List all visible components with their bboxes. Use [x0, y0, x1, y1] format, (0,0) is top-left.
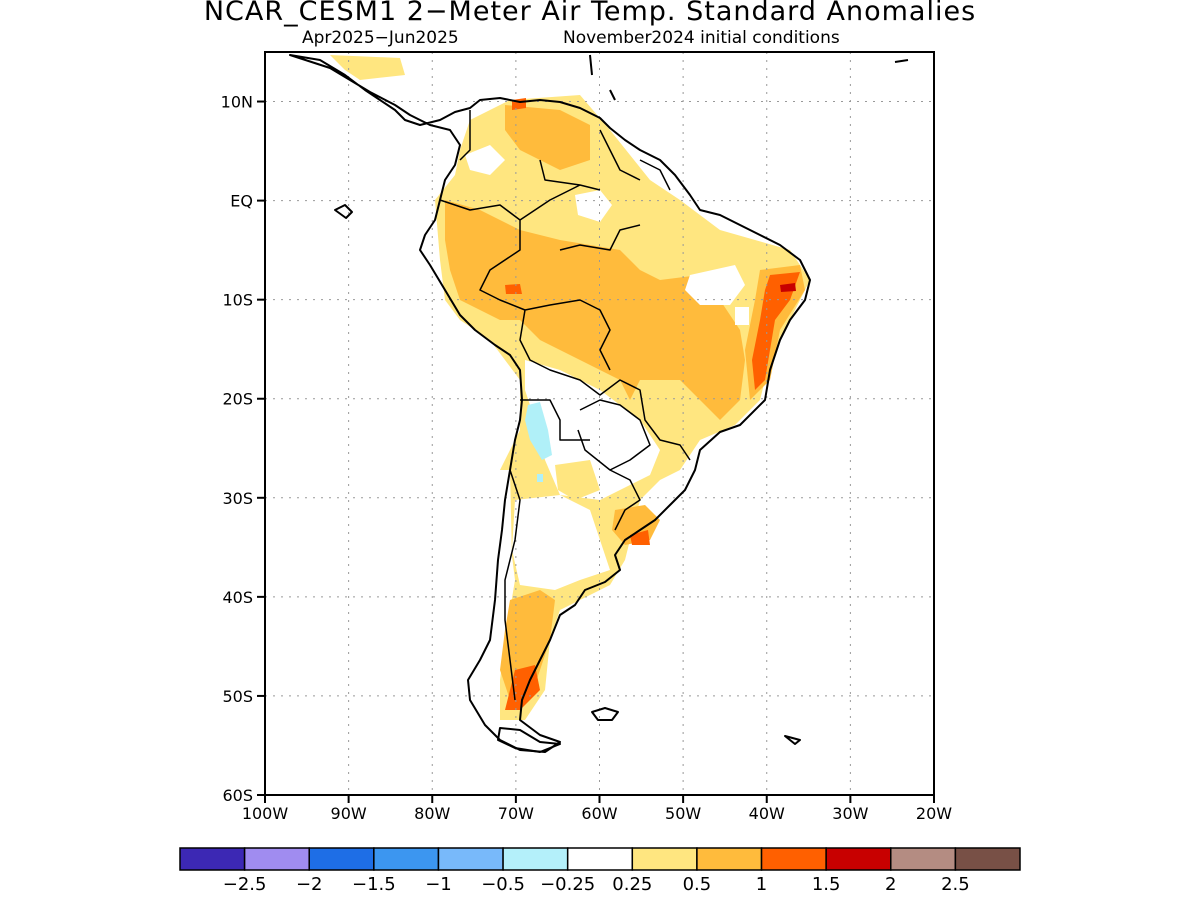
- colorbar-swatch: [373, 847, 440, 871]
- colorbar-label: 2: [885, 874, 896, 895]
- anomaly-region-redorange-peru: [505, 284, 522, 294]
- lat-tick-label: 30S: [222, 489, 253, 508]
- colorbar-label: −1: [425, 874, 452, 895]
- lat-tick-label: 20S: [222, 390, 253, 409]
- colorbar-swatch: [954, 847, 1021, 871]
- lat-tick-label: 50S: [222, 687, 253, 706]
- south-georgia-island: [784, 735, 801, 745]
- lat-tick-label: EQ: [230, 192, 253, 211]
- initial-conditions: November2024 initial conditions: [563, 28, 840, 48]
- colorbar-swatch: [243, 847, 310, 871]
- colorbar-label: 1.5: [812, 874, 841, 895]
- lon-tick-label: 20W: [916, 804, 952, 823]
- colorbar-label: 0.25: [612, 874, 652, 895]
- colorbar-label: 0.5: [683, 874, 712, 895]
- lon-tick-label: 90W: [331, 804, 367, 823]
- colorbar-swatch: [502, 847, 569, 871]
- falkland-islands: [591, 707, 619, 721]
- colorbar-swatch: [308, 847, 375, 871]
- neutral-region-brazil-east: [685, 265, 745, 305]
- chart-title: NCAR_CESM1 2−Meter Air Temp. Standard An…: [203, 0, 977, 27]
- colorbar-swatch: [760, 847, 827, 871]
- lon-tick-label: 70W: [498, 804, 534, 823]
- colorbar-swatch: [696, 847, 763, 871]
- colorbar-label: −0.25: [540, 874, 595, 895]
- colorbar-label: −1.5: [352, 874, 396, 895]
- colorbar-label: 2.5: [941, 874, 970, 895]
- colorbar: −2.5 −2 −1.5 −1 −0.5 −0.25 0.25 0.5 1 1.5 2 2.5: [179, 847, 1021, 895]
- colorbar-swatch: [825, 847, 892, 871]
- neutral-region-guianas: [575, 190, 612, 222]
- anomaly-region-darkred: [780, 283, 796, 292]
- anomaly-region-orange-north: [505, 105, 590, 170]
- colorbar-swatch: [179, 847, 246, 871]
- neutral-region-colombia: [465, 145, 505, 175]
- anomaly-region-redorange-east: [752, 272, 800, 390]
- lat-tick-label: 10S: [222, 291, 253, 310]
- neutral-region-brazil-box: [735, 307, 749, 325]
- latitude-axis: 10N EQ 10S 20S 30S 40S 50S 60S: [221, 93, 265, 805]
- forecast-period: Apr2025−Jun2025: [302, 28, 459, 48]
- longitude-axis: 100W 90W 80W 70W 60W 50W 40W 30W 20W: [242, 795, 952, 823]
- lat-tick-label: 40S: [222, 588, 253, 607]
- tierra-del-fuego: [497, 727, 561, 753]
- anomaly-region-orange-south: [500, 590, 555, 700]
- colorbar-swatch: [890, 847, 957, 871]
- colorbar-label: 1: [756, 874, 767, 895]
- lat-tick-label: 10N: [221, 93, 253, 112]
- anomaly-region-redorange-venezuela: [512, 98, 526, 110]
- lon-tick-label: 40W: [749, 804, 785, 823]
- coastlines: [289, 54, 909, 753]
- anomaly-region-light-north: [330, 55, 405, 80]
- anomaly-region-negative-small: [537, 474, 543, 482]
- caribbean-islands: [589, 54, 909, 101]
- colorbar-label: −2: [296, 874, 323, 895]
- colorbar-swatch: [566, 847, 634, 871]
- colorbar-label: −0.5: [481, 874, 525, 895]
- neutral-region-argentina: [512, 495, 610, 590]
- anomaly-region-negative: [525, 402, 552, 460]
- lon-tick-label: 100W: [242, 804, 289, 823]
- colorbar-label: −2.5: [223, 874, 267, 895]
- colorbar-swatch: [437, 847, 504, 871]
- country-borders: [439, 110, 691, 701]
- lon-tick-label: 60W: [581, 804, 617, 823]
- south-america-coastline: [289, 54, 811, 753]
- colorbar-swatch: [631, 847, 698, 871]
- galapagos-islands: [334, 204, 353, 219]
- lon-tick-label: 30W: [832, 804, 868, 823]
- anomaly-shading: [330, 55, 810, 720]
- lat-tick-label: 60S: [222, 786, 253, 805]
- lon-tick-label: 50W: [665, 804, 701, 823]
- anomaly-region-orange-argentina: [555, 460, 600, 500]
- anomaly-region-orange: [445, 200, 745, 420]
- lon-tick-label: 80W: [414, 804, 450, 823]
